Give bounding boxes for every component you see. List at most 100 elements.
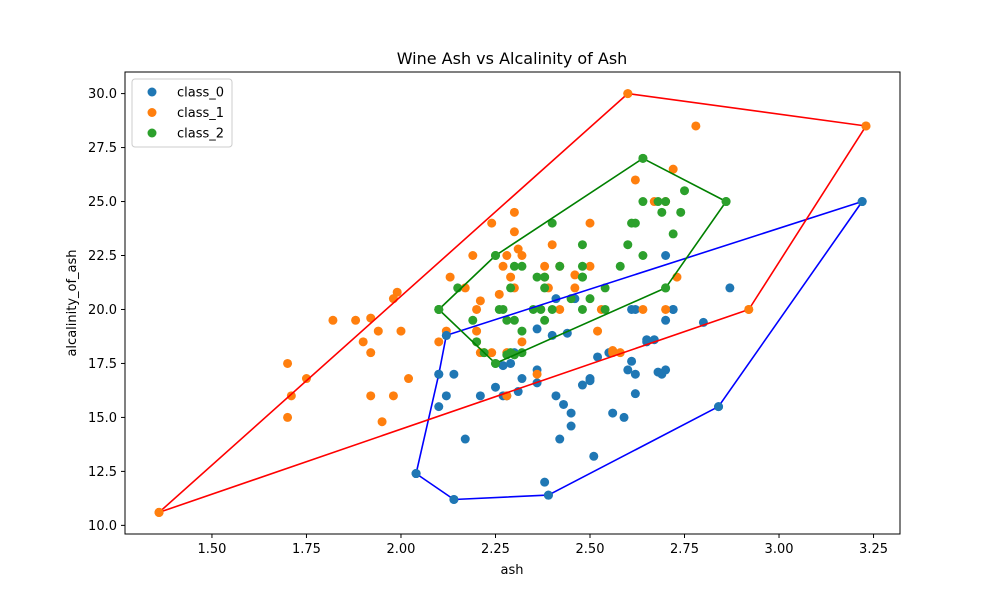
class_1-point: [328, 315, 338, 325]
class_2-point: [532, 272, 542, 282]
class_2-point: [498, 304, 508, 314]
class_2-point: [676, 207, 686, 217]
y-tick-label: 12.5: [88, 465, 117, 480]
y-axis-label: alcalinity_of_ash: [65, 249, 80, 356]
class_1-point: [517, 337, 527, 347]
class_1-point: [475, 296, 485, 306]
class_1-point: [472, 326, 482, 336]
class_1-hull-vertex: [861, 121, 871, 131]
legend: class_0 class_1 class_2: [131, 78, 233, 148]
class_0-point: [661, 251, 671, 261]
class_1-point: [434, 337, 444, 347]
class_0-point: [619, 412, 629, 422]
class_1-point: [691, 121, 701, 131]
legend-marker-class_1: [147, 108, 157, 117]
class_2-point: [506, 283, 516, 293]
class_1-point: [283, 412, 293, 422]
class_0-point: [630, 369, 640, 379]
class_2-point: [517, 326, 527, 336]
legend-frame: [131, 78, 233, 148]
class_1-point: [547, 240, 557, 250]
class_2-point: [547, 304, 557, 314]
x-axis-label: ash: [501, 563, 524, 578]
legend-label-class_1: class_1: [177, 106, 224, 121]
class_1-point: [498, 261, 508, 271]
class_1-point: [570, 283, 580, 293]
class_0-point: [577, 380, 587, 390]
class_0-point: [725, 283, 735, 293]
class_2-point: [623, 240, 633, 250]
class_0-point: [593, 352, 603, 362]
class_2-point: [680, 186, 690, 196]
class_1-point: [517, 251, 527, 261]
x-tick-label: 2.75: [670, 542, 699, 557]
y-tick-label: 17.5: [88, 357, 117, 372]
class_1-hull-vertex: [623, 89, 633, 99]
class_1-point: [396, 326, 406, 336]
y-tick-label: 15.0: [88, 411, 117, 426]
chart-title: Wine Ash vs Alcalinity of Ash: [397, 49, 628, 68]
legend-label-class_0: class_0: [177, 86, 224, 101]
class_0-point: [532, 324, 542, 334]
class_1-point: [532, 369, 542, 379]
class_0-point: [559, 399, 569, 409]
class_2-point: [517, 261, 527, 271]
class_2-point: [509, 315, 519, 325]
class_1-point: [509, 207, 519, 217]
class_1-point: [286, 391, 296, 401]
class_1-point: [487, 218, 497, 228]
class_2-point: [468, 315, 478, 325]
class_1-point: [487, 348, 497, 358]
class_0-hull-vertex: [543, 490, 553, 500]
class_0-point: [585, 376, 595, 386]
class_0-hull-line: [415, 200, 864, 501]
x-tick-label: 3.00: [765, 542, 794, 557]
class_0-point: [555, 434, 565, 444]
class_2-point: [540, 283, 550, 293]
class_0-point: [668, 304, 678, 314]
class_1-point: [502, 251, 512, 261]
class_2-point: [577, 304, 587, 314]
class_2-point: [547, 218, 557, 228]
class_0-point: [661, 315, 671, 325]
class_1-point: [351, 315, 361, 325]
class_1-point: [358, 337, 368, 347]
legend-marker-class_2: [147, 128, 157, 138]
class_0-hull-vertex: [449, 494, 459, 504]
class_2-point: [585, 294, 595, 304]
legend-label-class_2: class_2: [177, 127, 224, 142]
class_0-point: [608, 408, 618, 418]
class_0-point: [540, 477, 550, 487]
class_2-hull-vertex: [638, 153, 648, 163]
y-tick-label: 25.0: [88, 195, 117, 210]
class_1-point: [630, 175, 640, 185]
class_0-point: [490, 382, 500, 392]
y-tick-label: 10.0: [88, 519, 117, 534]
class_1-point: [472, 304, 482, 314]
x-tick-label: 2.00: [386, 542, 415, 557]
class_0-point: [627, 356, 637, 366]
class_1-point: [366, 391, 376, 401]
class_2-hull-vertex: [661, 283, 671, 293]
class_0-hull-vertex: [411, 469, 421, 479]
class_1-point: [585, 218, 595, 228]
class_1-point: [540, 261, 550, 271]
class_2-point: [540, 272, 550, 282]
x-tick-label: 1.75: [292, 542, 321, 557]
class_1-point: [301, 374, 311, 384]
class_0-hull-vertex: [441, 330, 451, 340]
class_1-point: [445, 272, 455, 282]
plot-area-frame: [124, 71, 901, 535]
class_2-point: [577, 272, 587, 282]
class_1-point: [593, 326, 603, 336]
class_2-point: [657, 207, 667, 217]
class_2-hull-vertex: [490, 358, 500, 368]
class_1-point: [668, 164, 678, 174]
class_1-point: [638, 304, 648, 314]
class_0-point: [475, 391, 485, 401]
x-tick-label: 2.50: [576, 542, 605, 557]
class_2-point: [577, 261, 587, 271]
class_1-point: [555, 304, 565, 314]
class_0-point: [506, 358, 516, 368]
